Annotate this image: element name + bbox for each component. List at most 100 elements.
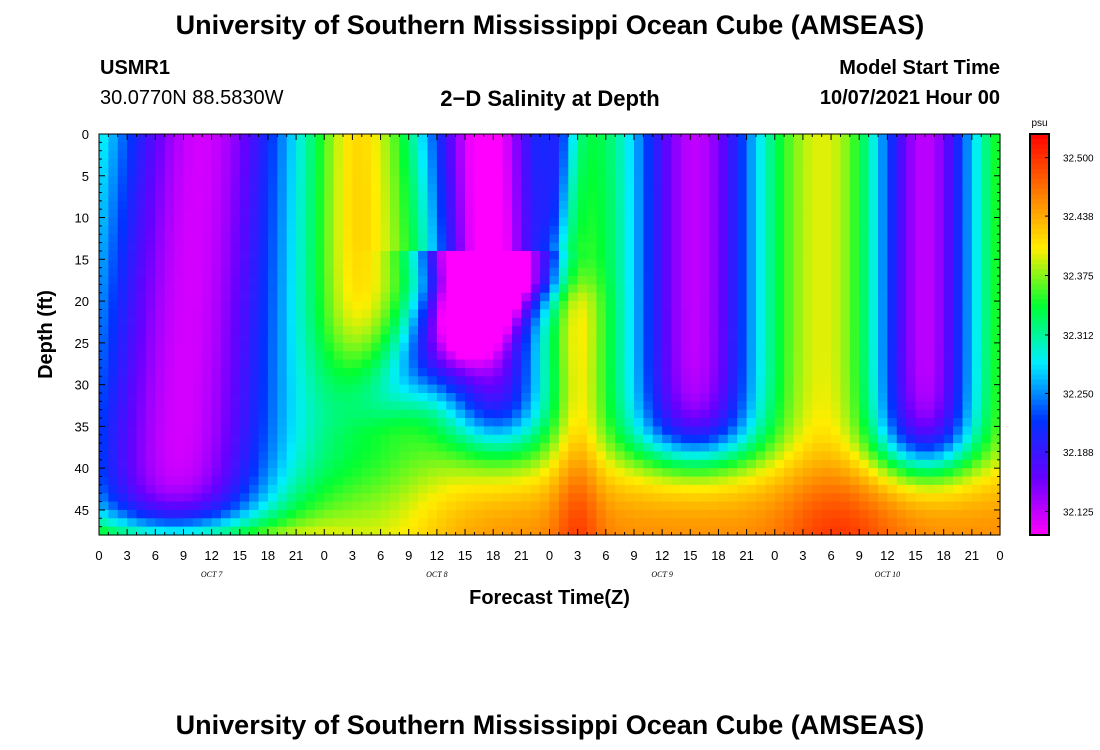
heatmap-cell xyxy=(127,317,138,327)
heatmap-cell xyxy=(389,468,400,478)
heatmap-cell xyxy=(361,326,372,336)
heatmap-cell xyxy=(915,267,926,277)
heatmap-cell xyxy=(324,468,335,478)
heatmap-cell xyxy=(296,317,307,327)
heatmap-cell xyxy=(868,234,879,244)
heatmap-cell xyxy=(305,225,316,235)
heatmap-cell xyxy=(511,367,522,377)
heatmap-cell xyxy=(812,309,823,319)
heatmap-cell xyxy=(296,292,307,302)
heatmap-cell xyxy=(333,509,344,519)
heatmap-cell xyxy=(314,434,325,444)
heatmap-cell xyxy=(427,501,438,511)
heatmap-cell xyxy=(221,217,231,227)
heatmap-cell xyxy=(446,334,457,344)
heatmap-cell xyxy=(633,184,644,194)
heatmap-cell xyxy=(221,501,231,511)
heatmap-cell xyxy=(474,192,485,202)
heatmap-cell xyxy=(699,392,710,402)
heatmap-cell xyxy=(587,342,598,352)
heatmap-cell xyxy=(690,334,701,344)
heatmap-cell xyxy=(127,326,138,336)
x-tick-label: 18 xyxy=(711,548,725,563)
heatmap-cell xyxy=(174,225,185,235)
heatmap-cell xyxy=(596,434,607,444)
heatmap-cell xyxy=(643,493,654,503)
heatmap-cell xyxy=(896,234,907,244)
heatmap-cell xyxy=(699,292,710,302)
heatmap-cell xyxy=(418,326,429,336)
heatmap-cell xyxy=(211,225,222,235)
heatmap-cell xyxy=(399,225,410,235)
heatmap-cell xyxy=(371,367,382,377)
heatmap-cell xyxy=(605,359,616,369)
heatmap-cell xyxy=(380,134,391,143)
heatmap-cell xyxy=(887,468,898,478)
heatmap-cell xyxy=(709,309,720,319)
heatmap-cell xyxy=(624,209,635,219)
heatmap-cell xyxy=(746,292,757,302)
heatmap-cell xyxy=(633,526,644,536)
heatmap-cell xyxy=(558,234,569,244)
heatmap-cell xyxy=(286,184,297,194)
heatmap-cell xyxy=(221,426,231,436)
heatmap-cell xyxy=(530,225,541,235)
heatmap-cell xyxy=(643,459,654,469)
heatmap-cell xyxy=(267,142,278,152)
heatmap-cell xyxy=(145,250,156,260)
heatmap-cell xyxy=(887,242,898,252)
heatmap-cell xyxy=(371,392,382,402)
heatmap-cell xyxy=(343,192,354,202)
heatmap-cell xyxy=(418,418,429,427)
heatmap-cell xyxy=(718,334,729,344)
heatmap-cell xyxy=(784,518,795,528)
heatmap-cell xyxy=(314,284,325,294)
heatmap-cell xyxy=(765,342,776,352)
heatmap-cell xyxy=(540,276,551,285)
heatmap-cell xyxy=(418,250,429,260)
heatmap-cell xyxy=(924,518,935,528)
heatmap-cell xyxy=(849,292,860,302)
heatmap-cell xyxy=(483,509,494,519)
heatmap-cell xyxy=(849,434,860,444)
heatmap-cell xyxy=(633,501,644,511)
heatmap-cell xyxy=(774,376,785,386)
heatmap-cell xyxy=(446,317,457,327)
heatmap-cell xyxy=(690,184,701,194)
heatmap-cell xyxy=(408,159,419,169)
heatmap-cell xyxy=(239,209,250,219)
heatmap-cell xyxy=(145,234,156,244)
heatmap-cell xyxy=(915,142,926,152)
heatmap-cell xyxy=(662,484,673,494)
heatmap-cell xyxy=(183,309,194,319)
heatmap-cell xyxy=(99,150,109,160)
heatmap-cell xyxy=(267,309,278,319)
heatmap-cell xyxy=(831,359,842,369)
heatmap-cell xyxy=(239,434,250,444)
heatmap-cell xyxy=(305,192,316,202)
colorbar-segment xyxy=(1030,204,1049,210)
heatmap-cell xyxy=(145,217,156,227)
heatmap-cell xyxy=(755,501,766,511)
heatmap-cell xyxy=(511,334,522,344)
heatmap-cell xyxy=(296,250,307,260)
heatmap-cell xyxy=(868,301,879,311)
heatmap-cell xyxy=(343,443,354,453)
heatmap-cell xyxy=(765,242,776,252)
heatmap-cell xyxy=(446,217,457,227)
heatmap-cell xyxy=(624,317,635,327)
heatmap-cell xyxy=(765,409,776,419)
heatmap-cell xyxy=(502,384,513,394)
heatmap-cell xyxy=(502,351,513,361)
heatmap-cell xyxy=(465,334,476,344)
heatmap-cell xyxy=(493,259,504,269)
heatmap-cell xyxy=(971,150,982,160)
heatmap-cell xyxy=(408,150,419,160)
heatmap-cell xyxy=(202,434,213,444)
heatmap-cell xyxy=(427,184,438,194)
heatmap-cell xyxy=(493,476,504,486)
heatmap-cell xyxy=(596,259,607,269)
heatmap-cell xyxy=(990,225,1001,235)
heatmap-cell xyxy=(136,234,147,244)
heatmap-cell xyxy=(793,359,804,369)
